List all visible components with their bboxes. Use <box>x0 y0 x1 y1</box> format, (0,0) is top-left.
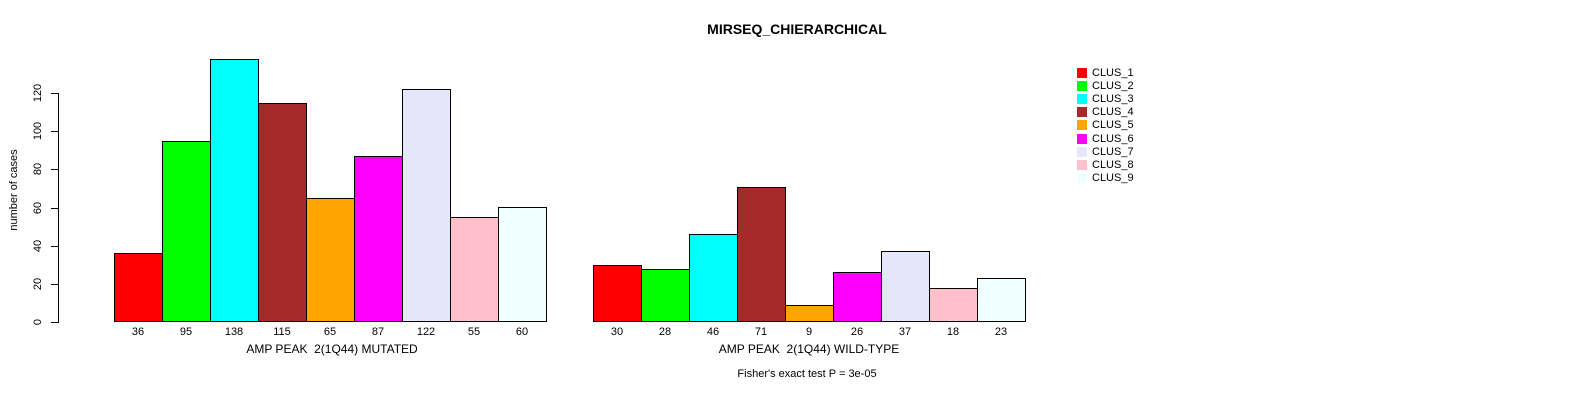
bar-value-label: 115 <box>273 326 291 338</box>
bar <box>162 141 211 322</box>
bar-value-label: 37 <box>898 326 912 338</box>
chart-title: MIRSEQ_CHIERARCHICAL <box>707 21 887 37</box>
legend-swatch <box>1077 159 1087 170</box>
bar-value-label: 138 <box>224 326 244 338</box>
y-tick-label: 60 <box>32 201 44 214</box>
bar <box>210 59 259 322</box>
legend-swatch <box>1077 67 1087 78</box>
y-tick-mark <box>51 245 58 247</box>
bar <box>977 278 1026 322</box>
bar-value-label: 28 <box>658 326 672 338</box>
bar-value-label: 71 <box>754 326 768 338</box>
legend-swatch <box>1077 120 1087 131</box>
bar <box>306 198 355 322</box>
x-axis-label-mutated: AMP PEAK 2(1Q44) MUTATED <box>246 342 418 356</box>
legend-entry: CLUS_2 <box>1077 79 1134 92</box>
legend-label: CLUS_1 <box>1092 66 1134 79</box>
bar <box>593 265 642 322</box>
x-axis-label-wildtype: AMP PEAK 2(1Q44) WILD-TYPE <box>718 342 900 356</box>
bar-value-label: 9 <box>805 326 813 338</box>
bar-value-label: 60 <box>515 326 529 338</box>
legend-label: CLUS_7 <box>1092 145 1134 158</box>
y-tick-label: 20 <box>32 277 44 290</box>
legend-label: CLUS_5 <box>1092 119 1134 132</box>
bar <box>258 103 307 322</box>
y-tick-mark <box>51 283 58 285</box>
bar-value-label: 18 <box>946 326 960 338</box>
legend-entry: CLUS_6 <box>1077 132 1134 145</box>
legend: CLUS_1 CLUS_2 CLUS_3 CLUS_4 CLUS_5 CLUS_6 CLUS… <box>1077 66 1134 185</box>
legend-label: CLUS_4 <box>1092 106 1134 119</box>
y-tick-label: 120 <box>32 83 44 103</box>
y-tick-mark <box>51 322 58 323</box>
bar <box>498 207 547 322</box>
y-tick-label: 100 <box>32 121 44 141</box>
legend-entry: CLUS_9 <box>1077 172 1134 185</box>
y-tick-label: 0 <box>32 318 44 326</box>
legend-swatch <box>1077 107 1087 118</box>
y-tick-label: 80 <box>32 163 44 176</box>
bar <box>785 305 834 322</box>
bar <box>114 253 163 322</box>
legend-entry: CLUS_4 <box>1077 106 1134 119</box>
y-tick-mark <box>51 207 58 209</box>
y-tick-mark <box>51 93 58 94</box>
legend-swatch <box>1077 133 1087 144</box>
y-axis-label: number of cases <box>8 149 20 231</box>
bar <box>450 217 499 322</box>
y-tick-label: 40 <box>32 239 44 252</box>
bar <box>689 234 738 322</box>
legend-label: CLUS_6 <box>1092 132 1134 145</box>
legend-label: CLUS_2 <box>1092 79 1134 92</box>
legend-entry: CLUS_3 <box>1077 92 1134 105</box>
bar-value-label: 36 <box>131 326 145 338</box>
bar-value-label: 30 <box>610 326 624 338</box>
bar-value-label: 95 <box>179 326 193 338</box>
y-tick-mark <box>51 169 58 171</box>
legend-entry: CLUS_7 <box>1077 145 1134 158</box>
bar <box>737 187 786 322</box>
bar <box>402 89 451 322</box>
y-tick-mark <box>51 131 58 133</box>
bar-value-label: 26 <box>850 326 864 338</box>
bar <box>641 269 690 322</box>
bar-value-label: 23 <box>994 326 1008 338</box>
bar <box>881 251 930 322</box>
legend-label: CLUS_8 <box>1092 158 1134 171</box>
legend-label: CLUS_9 <box>1092 172 1134 185</box>
bar-value-label: 46 <box>706 326 720 338</box>
bar-value-label: 55 <box>467 326 481 338</box>
legend-swatch <box>1077 93 1087 104</box>
bar <box>833 272 882 322</box>
bar-value-label: 87 <box>371 326 385 338</box>
legend-label: CLUS_3 <box>1092 92 1134 105</box>
fisher-test-annotation: Fisher's exact test P = 3e-05 <box>737 368 877 380</box>
bar-value-label: 65 <box>323 326 337 338</box>
legend-swatch <box>1077 80 1087 91</box>
y-axis-line <box>58 93 59 323</box>
bar <box>929 288 978 322</box>
legend-entry: CLUS_1 <box>1077 66 1134 79</box>
legend-swatch <box>1077 146 1087 157</box>
bar <box>354 156 403 322</box>
legend-entry: CLUS_5 <box>1077 119 1134 132</box>
legend-swatch <box>1077 173 1087 184</box>
bar-value-label: 122 <box>416 326 436 338</box>
legend-entry: CLUS_8 <box>1077 158 1134 171</box>
